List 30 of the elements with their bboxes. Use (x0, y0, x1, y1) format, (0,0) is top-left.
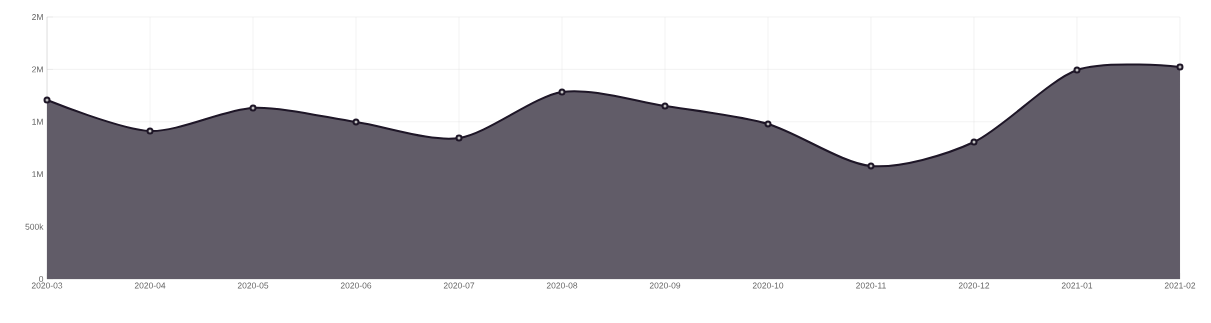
point (661, 102, 669, 110)
y-tick-label: 500k (25, 223, 44, 230)
point (352, 118, 360, 126)
x-tick-label: 2020-12 (958, 282, 990, 289)
point (1176, 63, 1184, 71)
y-tick-label: 1M (32, 118, 43, 125)
point (249, 104, 257, 112)
point (867, 162, 875, 170)
x-tick-label: 2020-06 (340, 282, 372, 289)
x-tick-label: 2021-02 (1164, 282, 1196, 289)
point (558, 88, 566, 96)
point (146, 127, 154, 135)
point (970, 138, 978, 146)
point (455, 134, 463, 142)
y-tick-label: 0 (39, 275, 44, 282)
y-tick-label: 2M (32, 14, 43, 20)
x-tick-label: 2020-03 (31, 282, 63, 289)
point (43, 96, 51, 104)
x-tick-label: 2020-08 (546, 282, 578, 289)
x-tick-label: 2020-07 (443, 282, 475, 289)
x-tick-label: 2020-05 (237, 282, 269, 289)
x-tick-label: 2020-04 (134, 282, 166, 289)
point (764, 120, 772, 128)
point (1073, 66, 1081, 74)
x-tick-label: 2021-01 (1061, 282, 1093, 289)
x-tick-label: 2020-10 (752, 282, 784, 289)
y-tick-label: 2M (32, 66, 43, 73)
y-tick-label: 1M (32, 171, 43, 178)
x-tick-label: 2020-09 (649, 282, 681, 289)
x-tick-label: 2020-11 (856, 282, 886, 289)
